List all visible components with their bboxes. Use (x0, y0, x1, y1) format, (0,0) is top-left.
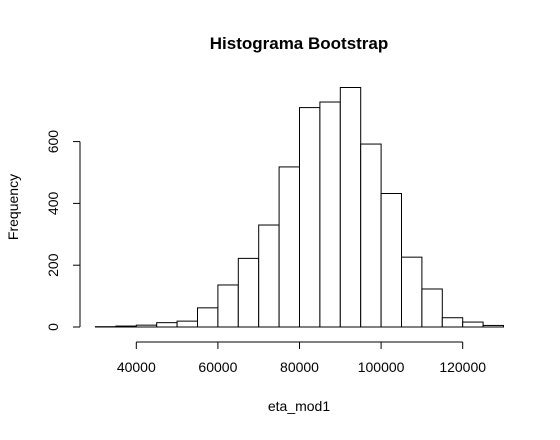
x-tick-label-2: 80000 (280, 359, 319, 375)
histogram-bar-11 (320, 102, 340, 327)
histogram-bar-12 (340, 88, 360, 328)
histogram-bar-14 (381, 194, 401, 328)
x-tick-label-3: 100000 (358, 359, 405, 375)
y-axis-label: Frequency (5, 174, 21, 240)
x-tick-label-4: 120000 (439, 359, 486, 375)
y-tick-label-2: 400 (45, 191, 61, 215)
histogram-bar-10 (300, 108, 320, 327)
histogram-bar-7 (238, 258, 258, 327)
histogram-bar-1 (116, 326, 136, 327)
histogram-bar-13 (361, 144, 381, 327)
histogram-bar-6 (218, 285, 238, 327)
y-tick-label-0: 0 (45, 323, 61, 331)
histogram-bar-3 (157, 323, 177, 327)
x-axis-label: eta_mod1 (268, 398, 330, 414)
x-tick-label-1: 60000 (198, 359, 237, 375)
bars-group (96, 88, 504, 328)
histogram-bar-9 (279, 167, 299, 327)
histogram-bar-8 (259, 225, 279, 327)
x-tick-label-0: 40000 (117, 359, 156, 375)
histogram-bar-17 (442, 318, 462, 327)
histogram-bar-2 (136, 325, 156, 327)
x-axis: 40000 60000 80000 100000 120000 (117, 342, 486, 375)
histogram-bar-18 (463, 322, 483, 327)
y-axis: 0 200 400 600 (45, 130, 80, 331)
y-tick-label-1: 200 (45, 253, 61, 277)
histogram-bar-15 (402, 257, 422, 327)
histogram-bar-5 (198, 308, 218, 327)
histogram-bar-4 (177, 321, 197, 327)
histogram-bar-16 (422, 289, 442, 327)
chart-title: Histograma Bootstrap (210, 34, 389, 53)
y-tick-label-3: 600 (45, 130, 61, 154)
histogram-bar-19 (483, 325, 503, 327)
